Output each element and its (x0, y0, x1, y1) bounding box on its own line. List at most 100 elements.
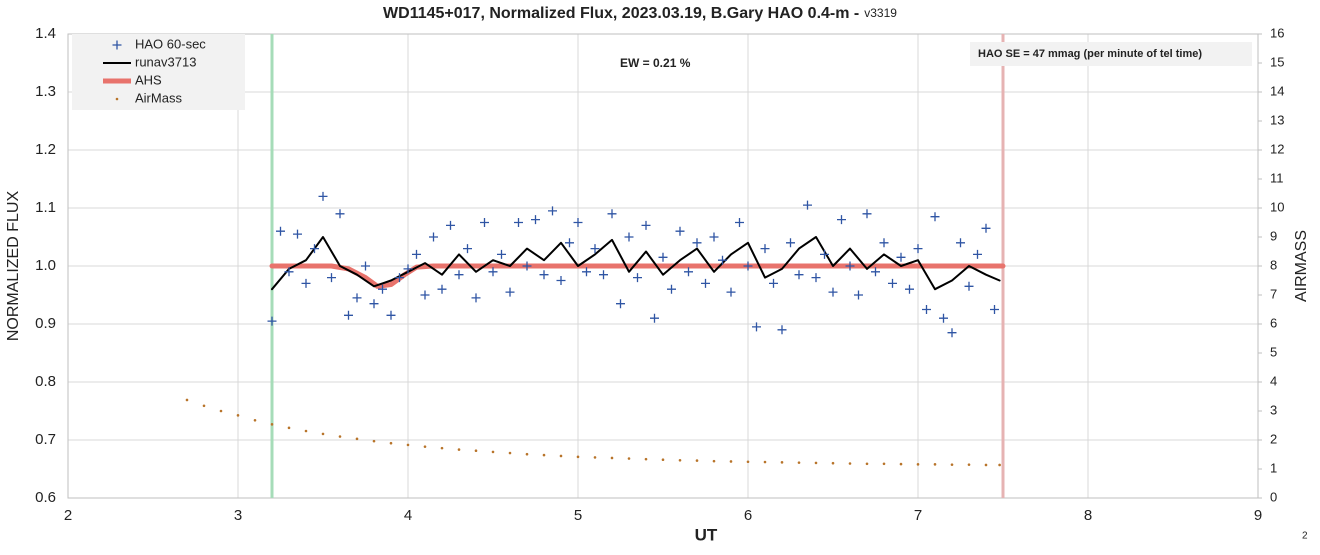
version: v3319 (864, 6, 897, 20)
legend-label: AHS (135, 72, 162, 87)
point (508, 451, 512, 455)
y-tick-label: 0.8 (35, 373, 56, 390)
x-tick-label: 6 (744, 507, 752, 524)
point (865, 462, 869, 466)
point (769, 278, 778, 288)
point (981, 223, 991, 233)
point (616, 299, 625, 309)
y2-tick-label: 14 (1270, 83, 1284, 98)
x-tick-label: 2 (64, 507, 72, 524)
point (967, 463, 971, 466)
point (576, 455, 580, 459)
point (752, 322, 761, 332)
y-tick-label: 0.7 (35, 431, 56, 448)
point (236, 414, 240, 417)
x-tick-label: 3 (234, 507, 242, 524)
point (684, 267, 693, 277)
point (811, 273, 821, 283)
point (338, 435, 342, 438)
x-tick-label: 9 (1254, 507, 1262, 524)
y-tick-label: 1.3 (35, 83, 56, 100)
y-tick-label: 0.6 (35, 489, 56, 506)
point (185, 398, 189, 402)
point (369, 299, 379, 309)
point (395, 273, 404, 283)
point (437, 284, 447, 294)
legend-label: AirMass (135, 90, 182, 105)
point (933, 463, 937, 466)
point (599, 270, 608, 280)
chart-title: WD1145+017, Normalized Flux, 2023.03.19,… (383, 5, 897, 22)
point (610, 456, 614, 460)
y2-tick-label: 1 (1270, 460, 1277, 475)
point (344, 310, 353, 320)
point (848, 462, 852, 465)
y-tick-label: 1.2 (35, 141, 56, 158)
y2-tick-label: 16 (1270, 25, 1284, 40)
point (973, 249, 982, 259)
y2-tick-label: 5 (1270, 344, 1277, 359)
y2-tick-label: 13 (1270, 112, 1284, 127)
point (735, 218, 744, 227)
point (531, 215, 540, 225)
point (905, 284, 914, 294)
point (692, 238, 702, 248)
point (318, 191, 328, 201)
series-line (271, 236, 1001, 291)
y2-tick-label: 11 (1270, 170, 1284, 185)
point (814, 461, 818, 465)
point (355, 437, 359, 441)
point (998, 463, 1001, 467)
x-tick-label: 7 (914, 507, 922, 524)
y2-axis-label: AIRMASS (1293, 230, 1310, 302)
annotation-box (970, 42, 1252, 66)
point (743, 261, 753, 271)
point (429, 232, 438, 242)
y2-tick-label: 3 (1270, 402, 1277, 417)
y2-tick-label: 6 (1270, 315, 1277, 330)
series-line (269, 263, 1006, 289)
point (267, 316, 277, 326)
y-tick-label: 1.1 (35, 199, 56, 216)
point (627, 457, 631, 460)
point (709, 232, 719, 242)
point (327, 273, 336, 283)
y2-tick-label: 9 (1270, 228, 1277, 243)
x-tick-label: 4 (404, 507, 412, 524)
y2-tick-label: 0 (1270, 489, 1277, 504)
point (633, 273, 642, 283)
point (780, 461, 784, 464)
y2-tick-label: 2 (1270, 431, 1277, 446)
point (828, 287, 838, 297)
point (556, 276, 566, 285)
point (820, 249, 829, 259)
point (624, 232, 634, 242)
point (505, 287, 515, 297)
point (403, 264, 413, 274)
point (899, 462, 903, 466)
point (837, 215, 846, 225)
point (488, 267, 498, 277)
point (573, 218, 583, 227)
point (525, 452, 529, 456)
point (378, 284, 387, 294)
y2-tick-label: 10 (1270, 199, 1284, 214)
y2-tick-label: 12 (1270, 141, 1284, 156)
point (406, 443, 410, 447)
plot-area (185, 34, 1006, 498)
legend-label: runav3713 (135, 54, 196, 69)
point (440, 446, 444, 450)
y-tick-label: 1.4 (35, 25, 56, 42)
point (650, 313, 659, 323)
point (539, 270, 549, 280)
point (474, 449, 478, 453)
legend-box (72, 34, 245, 110)
point (831, 461, 835, 465)
point (760, 244, 770, 254)
point (803, 200, 812, 210)
point (389, 441, 393, 445)
point (276, 226, 285, 236)
y2-tick-label: 8 (1270, 257, 1277, 272)
point (202, 404, 206, 408)
